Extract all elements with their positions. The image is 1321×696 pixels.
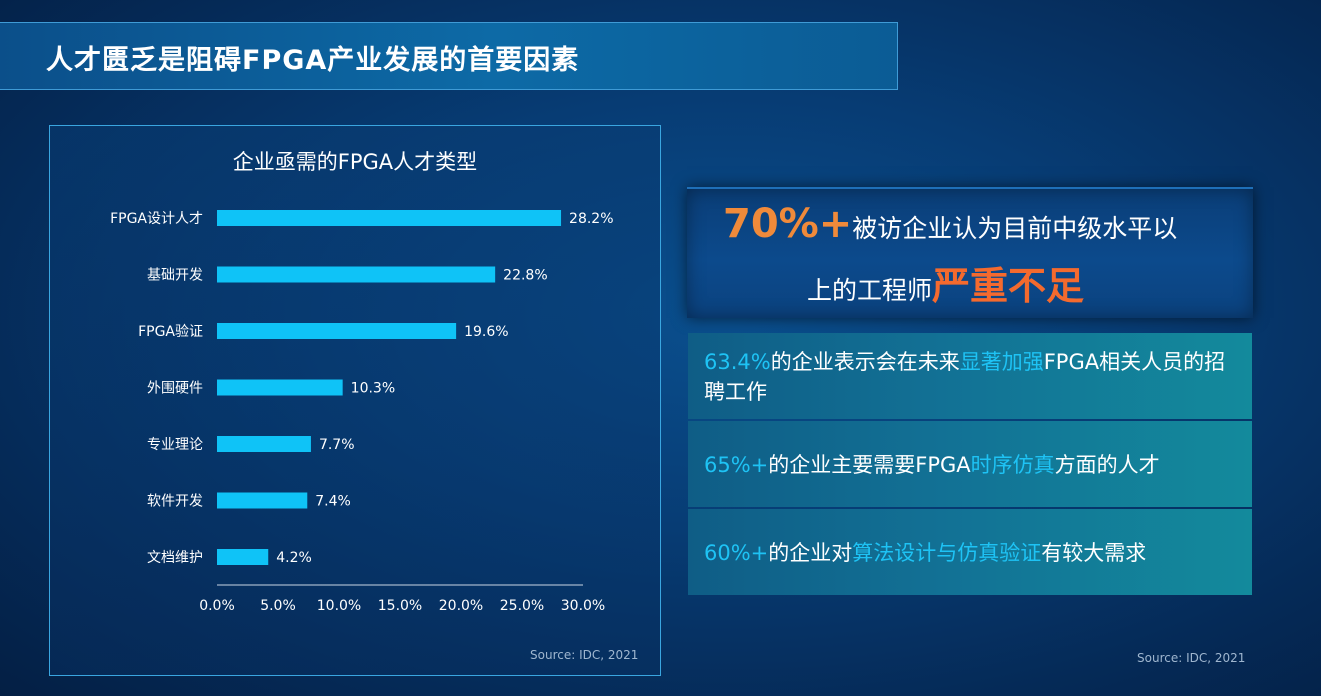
data-label: 28.2% (569, 211, 613, 227)
hero-percentage: 70%+ (723, 201, 853, 247)
category-label: 基础开发 (147, 267, 203, 284)
category-label: FPGA验证 (138, 324, 203, 340)
stat-box-2: 65%+的企业主要需要FPGA时序仿真方面的人才 (688, 421, 1252, 507)
title-banner: 人才匮乏是阻碍FPGA产业发展的首要因素 (0, 22, 898, 90)
category-label: 文档维护 (147, 550, 203, 566)
page-title: 人才匮乏是阻碍FPGA产业发展的首要因素 (46, 45, 580, 76)
category-label: 外围硬件 (147, 381, 203, 397)
hero-text-1: 被访企业认为目前中级水平以 (852, 214, 1178, 243)
bar-chart: FPGA设计人才 28.2% 基础开发 22.8% FPGA验证 19.6% 外围硬件 10.… (110, 210, 614, 614)
chart-title: 企业亟需的FPGA人才类型 (232, 150, 478, 174)
stat-2-value: 65%+ (704, 453, 769, 477)
stat-1-text-b: FPGA相关人员的招聘工作 (704, 350, 1226, 404)
hero-text-2: 上的工程师 (807, 276, 933, 305)
hero-emphasis: 严重不足 (932, 264, 1085, 308)
stat-1-highlight: 显著加强 (959, 350, 1044, 374)
data-label: 22.8% (503, 268, 547, 284)
x-tick-label: 5.0% (260, 598, 296, 614)
hero-callout: 70%+被访企业认为目前中级水平以 上的工程师严重不足 (687, 187, 1253, 318)
stat-box-1: 63.4%的企业表示会在未来显著加强FPGA相关人员的招聘工作 (688, 333, 1252, 419)
bar (217, 210, 562, 226)
x-tick-label: 30.0% (561, 598, 605, 614)
bar (217, 266, 496, 283)
stat-2-text-a: 的企业主要需要FPGA (768, 453, 971, 477)
data-label: 19.6% (464, 324, 508, 340)
x-tick-label: 15.0% (378, 598, 422, 614)
data-label: 4.2% (276, 550, 312, 566)
chart-panel: 企业亟需的FPGA人才类型 FPGA设计人才 28.2% 基础开发 22.8% FPGA… (49, 125, 661, 676)
x-tick-label: 25.0% (500, 598, 544, 614)
stat-2-text-b: 方面的人才 (1054, 453, 1160, 477)
category-label: 专业理论 (147, 437, 203, 453)
stat-3-value: 60%+ (704, 541, 769, 565)
stat-1-text-a: 的企业表示会在未来 (770, 350, 960, 374)
data-label: 10.3% (351, 381, 395, 397)
category-label: 软件开发 (147, 494, 203, 510)
x-tick-label: 10.0% (317, 598, 361, 614)
chart-source: Source: IDC, 2021 (530, 648, 639, 662)
x-tick-label: 20.0% (439, 598, 483, 614)
stat-box-3: 60%+的企业对算法设计与仿真验证有较大需求 (688, 509, 1252, 595)
data-label: 7.7% (319, 437, 355, 453)
bar (217, 379, 343, 396)
bar (217, 323, 457, 339)
stat-3-text-b: 有较大需求 (1041, 541, 1147, 565)
bar (217, 549, 269, 565)
stat-3-highlight: 算法设计与仿真验证 (852, 541, 1042, 565)
stat-3-text-a: 的企业对 (768, 541, 853, 565)
x-tick-label: 0.0% (199, 598, 235, 614)
category-label: FPGA设计人才 (110, 211, 203, 227)
source-note: Source: IDC, 2021 (1137, 651, 1246, 665)
bar (217, 492, 308, 509)
stat-1-value: 63.4% (704, 350, 771, 374)
stat-2-highlight: 时序仿真 (970, 453, 1055, 477)
bar (217, 436, 311, 452)
data-label: 7.4% (315, 494, 351, 510)
